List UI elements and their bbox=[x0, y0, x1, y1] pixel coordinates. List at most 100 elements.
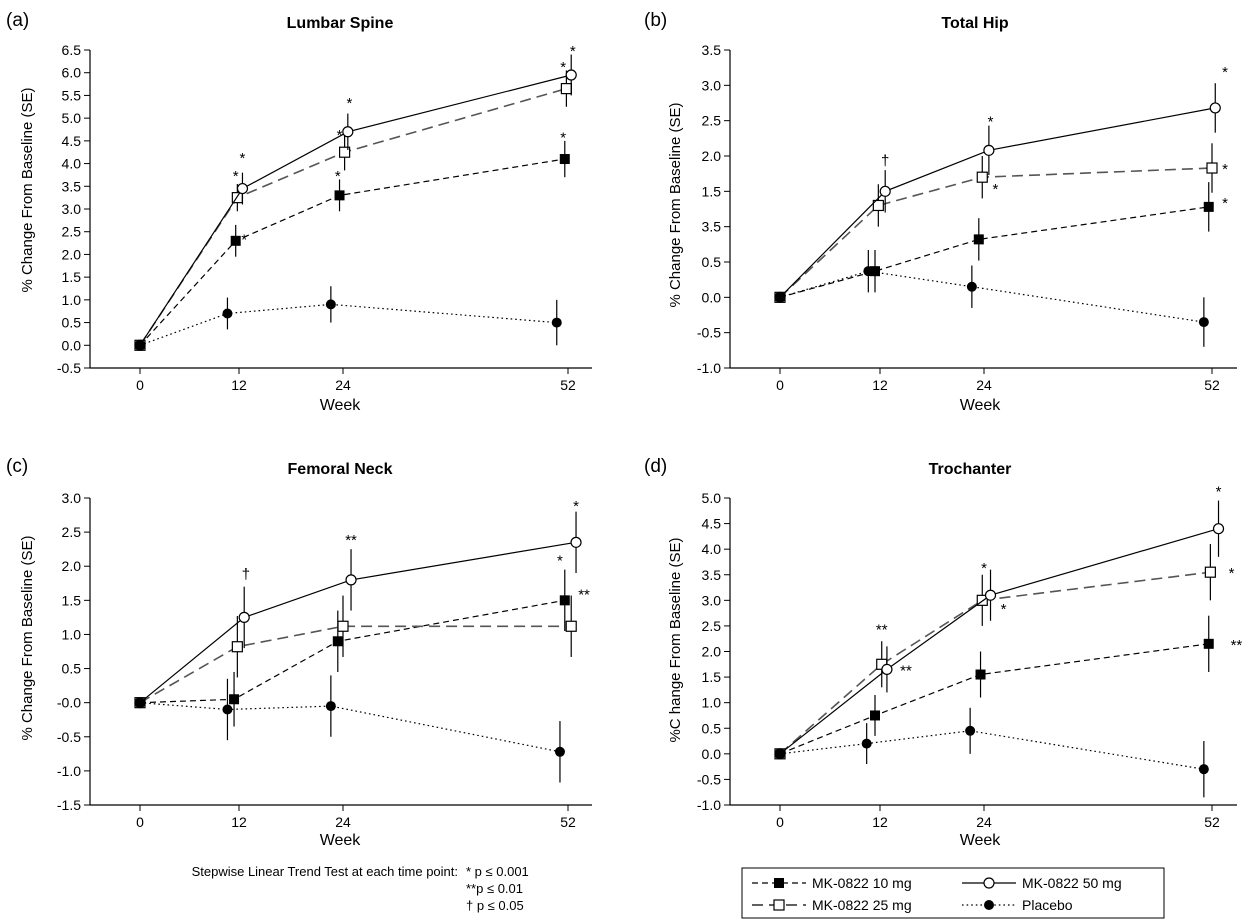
y-tick-label: -1.0 bbox=[697, 797, 721, 813]
marker-open-square bbox=[560, 83, 572, 95]
x-axis-label: Week bbox=[320, 832, 362, 849]
y-tick-label: 2.0 bbox=[702, 148, 722, 164]
significance-marker: * bbox=[1222, 195, 1228, 212]
y-tick-label: 1.5 bbox=[62, 269, 82, 285]
series-line bbox=[779, 730, 1204, 770]
marker-open-circle bbox=[1212, 523, 1225, 535]
x-tick-label: 52 bbox=[560, 377, 576, 393]
x-tick-label: 12 bbox=[872, 377, 888, 393]
y-tick-label: 4.5 bbox=[702, 516, 722, 532]
y-tick-label: 3.0 bbox=[62, 490, 82, 506]
significance-marker: * bbox=[1001, 601, 1007, 618]
significance-marker: ** bbox=[1231, 637, 1243, 654]
marker-filled-square bbox=[559, 595, 570, 606]
panel-title: Femoral Neck bbox=[288, 461, 393, 478]
marker-open-circle bbox=[984, 589, 997, 601]
marker-open-square bbox=[339, 146, 351, 158]
panel-label: (c) bbox=[6, 456, 28, 477]
x-tick-label: 12 bbox=[231, 377, 247, 393]
significance-marker: † bbox=[881, 153, 889, 170]
y-tick-label: 4.0 bbox=[702, 541, 722, 557]
series-mk-0822-10-mg bbox=[775, 615, 1214, 759]
y-axis-label: % Change From Baseline (SE) bbox=[19, 535, 36, 740]
x-tick-label: 52 bbox=[560, 814, 576, 830]
y-tick-label: 1.5 bbox=[62, 592, 82, 608]
legend-sample bbox=[962, 900, 1016, 910]
marker-filled-circle bbox=[135, 697, 145, 708]
footnote-item: † p ≤ 0.05 bbox=[466, 898, 524, 913]
significance-marker: † bbox=[242, 566, 250, 583]
marker-filled-circle bbox=[551, 317, 562, 328]
x-tick-label: 0 bbox=[136, 377, 144, 393]
y-tick-label: 1.0 bbox=[62, 626, 82, 642]
series-line bbox=[139, 599, 565, 704]
significance-marker: * bbox=[241, 232, 247, 249]
panel-title: Trochanter bbox=[929, 461, 1012, 478]
significance-marker: * bbox=[560, 129, 566, 146]
marker-filled-circle bbox=[325, 299, 336, 310]
y-tick-label: 0.0 bbox=[62, 337, 82, 353]
significance-marker: * bbox=[981, 560, 987, 577]
significance-marker: * bbox=[1222, 161, 1228, 178]
x-tick-label: 24 bbox=[335, 377, 351, 393]
significance-marker: * bbox=[557, 552, 563, 569]
y-tick-label: 2.0 bbox=[702, 644, 722, 660]
series-placebo bbox=[135, 675, 565, 783]
y-tick-label: -1.0 bbox=[57, 763, 81, 779]
y-tick-label: 1.0 bbox=[62, 292, 82, 308]
x-axis-label: Week bbox=[960, 832, 1002, 849]
x-axis-label: Week bbox=[320, 397, 362, 414]
legend-label: Placebo bbox=[1022, 897, 1073, 913]
y-tick-label: -0.5 bbox=[697, 771, 721, 787]
y-tick-label: 2.5 bbox=[62, 524, 82, 540]
series-mk-0822-25-mg bbox=[134, 595, 577, 709]
panel-title: Lumbar Spine bbox=[287, 15, 394, 32]
legend-sample bbox=[752, 878, 806, 888]
y-tick-label: 3.5 bbox=[702, 567, 722, 583]
marker-open-square bbox=[1206, 162, 1218, 174]
marker-filled-circle bbox=[965, 725, 976, 736]
y-tick-label: 0.5 bbox=[62, 661, 82, 677]
marker-filled-square bbox=[229, 694, 240, 705]
significance-marker: ** bbox=[900, 662, 912, 679]
series-line bbox=[779, 528, 1219, 755]
panel-total-hip: (b) Total Hip Week % Change From Baselin… bbox=[644, 10, 1237, 414]
legend-label: MK-0822 10 mg bbox=[812, 875, 912, 891]
y-tick-label: 4.0 bbox=[62, 156, 82, 172]
y-tick-label: 3.5 bbox=[702, 42, 722, 58]
marker-open-square bbox=[773, 899, 785, 911]
y-tick-label: 1.0 bbox=[702, 695, 722, 711]
marker-open-square bbox=[872, 199, 884, 212]
series-placebo bbox=[775, 707, 1209, 798]
y-tick-label: 1.5 bbox=[702, 669, 722, 685]
series-placebo bbox=[775, 249, 1209, 347]
x-tick-label: 24 bbox=[976, 377, 992, 393]
series-mk-0822-10-mg bbox=[775, 182, 1214, 303]
y-tick-label: 0.5 bbox=[702, 254, 722, 270]
y-tick-label: -1.5 bbox=[57, 797, 81, 813]
marker-open-circle bbox=[238, 611, 250, 623]
series-line bbox=[779, 107, 1216, 298]
significance-marker: * bbox=[335, 168, 341, 185]
y-tick-label: 5.0 bbox=[62, 110, 82, 126]
marker-filled-circle bbox=[222, 704, 233, 715]
marker-open-circle bbox=[570, 536, 582, 548]
significance-marker: * bbox=[1229, 565, 1235, 582]
significance-marker: ** bbox=[345, 532, 357, 549]
y-tick-label: 0.0 bbox=[702, 289, 722, 305]
y-tick-label: 6.0 bbox=[62, 65, 82, 81]
marker-filled-circle bbox=[1198, 317, 1209, 328]
series-line bbox=[139, 74, 572, 346]
y-tick-label: 0.0 bbox=[702, 746, 722, 762]
marker-open-circle bbox=[983, 144, 995, 156]
series-line bbox=[139, 158, 565, 346]
panel-label: (d) bbox=[644, 456, 667, 477]
marker-open-square bbox=[1204, 566, 1216, 578]
marker-filled-circle bbox=[222, 308, 233, 319]
series-line bbox=[779, 643, 1209, 755]
significance-marker: ** bbox=[876, 621, 888, 638]
legend-label: MK-0822 50 mg bbox=[1022, 875, 1122, 891]
significance-marker: * bbox=[337, 127, 343, 144]
significance-marker: * bbox=[560, 59, 566, 76]
marker-filled-circle bbox=[775, 292, 785, 303]
